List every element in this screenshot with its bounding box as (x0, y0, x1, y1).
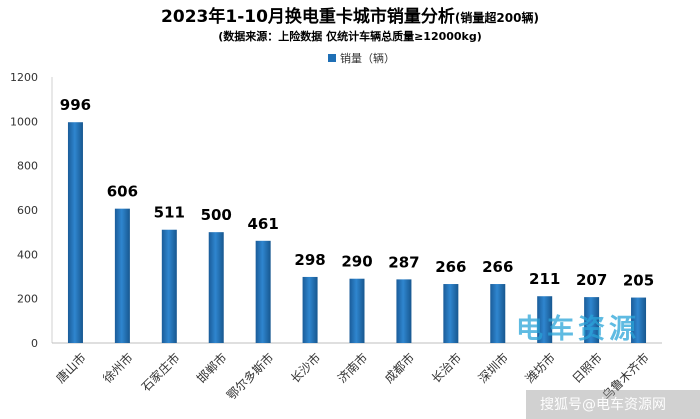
y-tick-label: 1200 (10, 71, 38, 84)
bar (255, 240, 271, 343)
x-tick-label: 唐山市 (53, 350, 89, 386)
y-axis-ticks: 0 200 400 600 800 1000 1200 (10, 71, 38, 350)
chart-subtitle: (数据来源：上险数据 仅统计车辆总质量≥12000kg) (218, 29, 482, 43)
bar (161, 229, 177, 343)
y-tick-label: 200 (17, 293, 38, 306)
data-label: 606 (107, 183, 138, 201)
data-label: 287 (388, 253, 419, 271)
data-labels: 996 606 511 500 461 298 290 287 266 266 211 207 205 (60, 96, 654, 289)
bars (67, 122, 647, 343)
bar (443, 284, 459, 343)
x-tick-label: 邯郸市 (193, 350, 229, 386)
watermark-logo: 电车资源 (516, 313, 640, 345)
data-label: 207 (576, 271, 607, 289)
x-tick-label: 潍坊市 (522, 350, 558, 386)
legend: 销量（辆） (328, 51, 395, 65)
data-label: 511 (154, 204, 185, 222)
y-tick-label: 0 (31, 337, 38, 350)
bar (114, 208, 130, 343)
data-label: 996 (60, 96, 91, 114)
x-tick-label: 长治市 (428, 350, 464, 386)
bar (67, 122, 83, 343)
data-label: 266 (435, 258, 466, 276)
x-tick-label: 济南市 (334, 350, 370, 386)
x-tick-label: 鄂尔多斯市 (223, 350, 276, 403)
y-tick-label: 1000 (10, 115, 38, 128)
data-label: 461 (247, 215, 278, 233)
data-label: 266 (482, 258, 513, 276)
bar (537, 296, 553, 343)
x-tick-label: 深圳市 (475, 350, 511, 386)
x-tick-label: 石家庄市 (138, 350, 183, 395)
watermark-footer: 搜狐号@电车资源网 (540, 396, 666, 413)
bar (208, 232, 224, 343)
y-tick-label: 600 (17, 204, 38, 217)
data-label: 298 (294, 251, 325, 269)
x-tick-label: 长沙市 (287, 350, 323, 386)
x-tick-label: 徐州市 (100, 350, 136, 386)
watermark-footer-bg (526, 390, 700, 419)
x-tick-label: 成都市 (381, 350, 417, 386)
y-tick-label: 800 (17, 160, 38, 173)
data-label: 205 (623, 272, 654, 290)
x-tick-label: 日照市 (569, 350, 605, 386)
bar (584, 297, 600, 343)
data-label: 211 (529, 270, 560, 288)
bar (490, 284, 506, 343)
legend-swatch (328, 54, 336, 62)
bar (396, 279, 412, 343)
bar (349, 278, 365, 343)
legend-label: 销量（辆） (340, 51, 395, 65)
bar (302, 276, 318, 343)
bar (631, 297, 647, 343)
data-label: 290 (341, 253, 372, 271)
chart-title: 2023年1-10月换电重卡城市销量分析(销量超200辆) (161, 6, 539, 27)
y-tick-label: 400 (17, 248, 38, 261)
data-label: 500 (201, 206, 232, 224)
